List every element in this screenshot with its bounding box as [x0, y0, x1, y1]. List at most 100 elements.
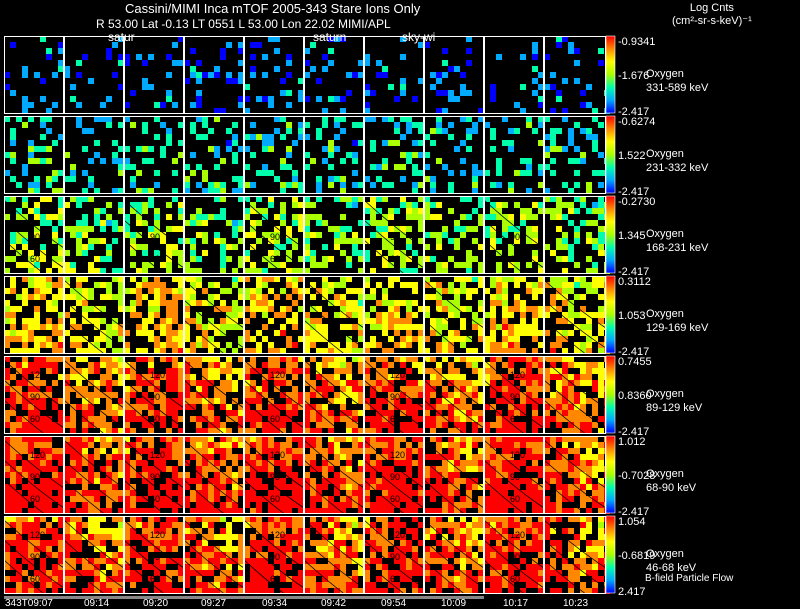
- heatmap-cell: [310, 448, 316, 454]
- heatmap-cell: [490, 318, 496, 324]
- heatmap-cell: [268, 232, 274, 238]
- heatmap-cell: [466, 416, 472, 422]
- heatmap-cell: [214, 294, 220, 300]
- heatmap-cell: [190, 294, 196, 300]
- heatmap-cell: [106, 404, 112, 410]
- contour-line: [363, 219, 425, 269]
- heatmap-cell: [442, 398, 448, 404]
- heatmap-cell: [526, 362, 532, 368]
- heatmap-cell: [196, 546, 202, 552]
- heatmap-cell: [472, 478, 478, 484]
- heatmap-cell: [478, 392, 484, 398]
- contour-label: 60: [150, 254, 160, 264]
- heatmap-cell: [388, 436, 394, 442]
- heatmap-cell: [232, 152, 238, 158]
- heatmap-cell: [88, 436, 94, 442]
- heatmap-cell: [388, 318, 394, 324]
- heatmap-cell: [568, 208, 574, 214]
- heatmap-cell: [106, 250, 112, 256]
- heatmap-cell: [394, 522, 400, 528]
- heatmap-cell: [94, 398, 100, 404]
- heatmap-cell: [46, 522, 52, 528]
- heatmap-cell: [292, 534, 298, 540]
- heatmap-cell: [286, 362, 292, 368]
- heatmap-cell: [322, 392, 328, 398]
- heatmap-cell: [16, 386, 22, 392]
- heatmap-cell: [394, 392, 400, 398]
- heatmap-cell: [304, 472, 310, 478]
- heatmap-cell: [250, 540, 256, 546]
- heatmap-cell: [268, 428, 274, 434]
- heatmap-cell: [460, 276, 466, 282]
- heatmap-cell: [280, 502, 286, 508]
- heatmap-cell: [460, 478, 466, 484]
- heatmap-cell: [58, 208, 64, 214]
- heatmap-cell: [148, 404, 154, 410]
- heatmap-cell: [334, 342, 340, 348]
- heatmap-cell: [346, 72, 352, 78]
- heatmap-cell: [400, 152, 406, 158]
- heatmap-cell: [88, 268, 94, 274]
- heatmap-cell: [298, 454, 304, 460]
- heatmap-cell: [496, 342, 502, 348]
- heatmap-cell: [484, 448, 490, 454]
- heatmap-cell: [82, 478, 88, 484]
- heatmap-cell: [136, 404, 142, 410]
- heatmap-cell: [424, 294, 430, 300]
- heatmap-cell: [298, 552, 304, 558]
- heatmap-cell: [544, 374, 550, 380]
- heatmap-cell: [346, 152, 352, 158]
- heatmap-cell: [46, 146, 52, 152]
- heatmap-cell: [280, 484, 286, 490]
- heatmap-cell: [154, 496, 160, 502]
- heatmap-cell: [52, 516, 58, 522]
- heatmap-cell: [250, 428, 256, 434]
- heatmap-cell: [418, 466, 424, 472]
- heatmap-cell: [286, 436, 292, 442]
- heatmap-cell: [202, 324, 208, 330]
- heatmap-cell: [376, 368, 382, 374]
- heatmap-cell: [274, 558, 280, 564]
- heatmap-cell: [436, 380, 442, 386]
- heatmap-cell: [388, 522, 394, 528]
- heatmap-cell: [316, 422, 322, 428]
- heatmap-cell: [490, 232, 496, 238]
- heatmap-cell: [58, 496, 64, 502]
- heatmap-cell: [526, 522, 532, 528]
- heatmap-cell: [406, 496, 412, 502]
- heatmap-cell: [442, 472, 448, 478]
- heatmap-cell: [22, 496, 28, 502]
- heatmap-cell: [118, 546, 124, 552]
- heatmap-cell: [298, 570, 304, 576]
- heatmap-cell: [196, 516, 202, 522]
- heatmap-cell: [442, 442, 448, 448]
- heatmap-cell: [484, 472, 490, 478]
- heatmap-cell: [358, 140, 364, 146]
- heatmap-cell: [94, 546, 100, 552]
- heatmap-cell: [64, 276, 70, 282]
- heatmap-cell: [124, 342, 130, 348]
- heatmap-cell: [424, 256, 430, 262]
- heatmap-cell: [106, 508, 112, 514]
- contour-line: [363, 239, 425, 289]
- heatmap-cell: [28, 428, 34, 434]
- heatmap-cell: [166, 546, 172, 552]
- heatmap-cell: [532, 78, 538, 84]
- heatmap-cell: [442, 534, 448, 540]
- heatmap-cell: [262, 386, 268, 392]
- heatmap-cell: [76, 324, 82, 330]
- heatmap-cell: [364, 238, 370, 244]
- heatmap-cell: [412, 324, 418, 330]
- heatmap-cell: [136, 356, 142, 362]
- heatmap-cell: [358, 220, 364, 226]
- heatmap-cell: [346, 422, 352, 428]
- heatmap-cell: [268, 528, 274, 534]
- heatmap-cell: [172, 472, 178, 478]
- heatmap-cell: [496, 454, 502, 460]
- heatmap-cell: [28, 362, 34, 368]
- heatmap-cell: [532, 294, 538, 300]
- heatmap-cell: [418, 128, 424, 134]
- heatmap-cell: [400, 196, 406, 202]
- panel-border: [184, 276, 244, 354]
- heatmap-cell: [106, 484, 112, 490]
